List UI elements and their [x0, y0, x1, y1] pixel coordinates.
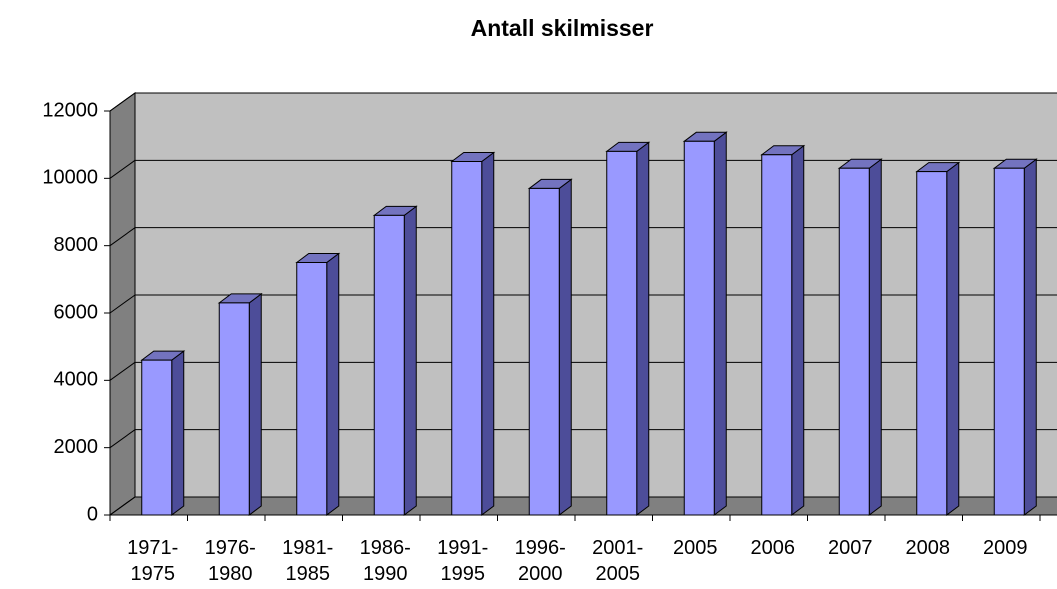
x-tick-label: 2009	[983, 537, 1028, 559]
bar-side	[1023, 158, 1037, 516]
bar	[141, 359, 173, 516]
x-tick-label: 2007	[828, 537, 873, 559]
bar-side	[868, 158, 882, 516]
grid-line	[109, 92, 136, 112]
y-tick-label: 8000	[54, 234, 99, 256]
bar	[993, 167, 1025, 516]
bar-side	[558, 178, 572, 516]
bar-side	[791, 144, 805, 516]
bar	[296, 262, 328, 516]
y-tick-label: 12000	[42, 99, 98, 121]
x-tick-label: 1981-1985	[282, 537, 334, 585]
bar	[916, 171, 948, 516]
bar	[451, 161, 483, 516]
grid-line	[109, 227, 136, 247]
x-tick-label: 2006	[750, 537, 796, 559]
y-tick-label: 4000	[54, 369, 99, 391]
bar	[838, 167, 870, 516]
bar-side	[403, 205, 417, 516]
grid-line	[109, 496, 136, 516]
y-tick-label: 2000	[54, 436, 99, 458]
bar	[528, 187, 560, 516]
x-tick-label: 2005	[673, 537, 718, 559]
y-tick-label: 6000	[54, 301, 99, 323]
x-tick-label: 1976-1980	[204, 537, 256, 585]
bar-side	[636, 141, 650, 516]
bar-side	[326, 252, 340, 516]
bar-side	[481, 151, 495, 516]
grid-line	[109, 429, 136, 449]
x-tick-label: 1996-2000	[514, 537, 566, 585]
bar	[373, 214, 405, 516]
x-tick-label: 1991-1995	[437, 537, 489, 585]
chart-title: Antall skilmisser	[471, 15, 654, 41]
x-tick-label: 2001-2005	[592, 537, 644, 585]
y-tick-label: 0	[87, 503, 98, 525]
bar-side	[248, 292, 262, 516]
bar	[761, 154, 793, 516]
bar-side	[713, 131, 727, 516]
bar	[683, 140, 715, 516]
x-tick-label: 2008	[905, 537, 951, 559]
y-tick-label: 10000	[42, 167, 98, 189]
bar	[218, 302, 250, 516]
grid-line	[109, 159, 136, 179]
x-tick-label: 1971-1975	[127, 537, 179, 585]
grid-line	[109, 294, 136, 314]
x-tick-label: 1986-1990	[359, 537, 411, 585]
bar	[606, 150, 638, 516]
bar-side	[946, 161, 960, 516]
bar-side	[171, 350, 185, 516]
grid-line	[109, 361, 136, 381]
